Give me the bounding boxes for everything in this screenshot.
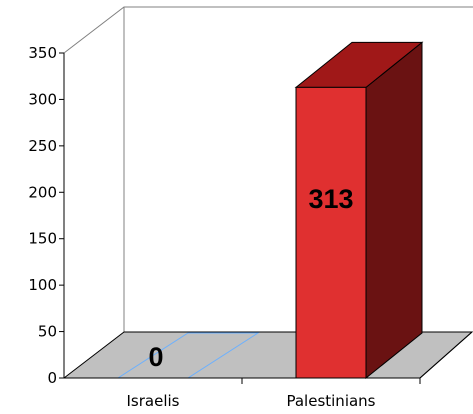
x-tick-label-palestinians: Palestinians [286, 392, 375, 410]
y-tick-label: 100 [28, 276, 57, 294]
chart-bars: 0 313 [116, 41, 424, 380]
y-tick-label: 50 [38, 323, 57, 341]
y-axis: 0 50 100 150 200 250 300 350 [28, 44, 65, 387]
data-label-palestinians: 313 [308, 184, 353, 214]
bar-palestinians [295, 86, 367, 379]
y-tick-label: 200 [28, 183, 57, 201]
y-tick-label: 150 [28, 230, 57, 248]
y-tick-label: 350 [28, 44, 57, 62]
x-tick-label-israelis: Israelis [127, 392, 180, 410]
data-label-israelis: 0 [148, 342, 163, 372]
y-tick-label: 300 [28, 90, 57, 108]
y-tick-label: 250 [28, 137, 57, 155]
x-axis: Israelis Palestinians [64, 331, 473, 410]
bar-side [365, 41, 423, 380]
x-axis-depth-edge [419, 331, 473, 379]
y-tick-label: 0 [47, 369, 57, 387]
chart-walls [63, 6, 473, 332]
